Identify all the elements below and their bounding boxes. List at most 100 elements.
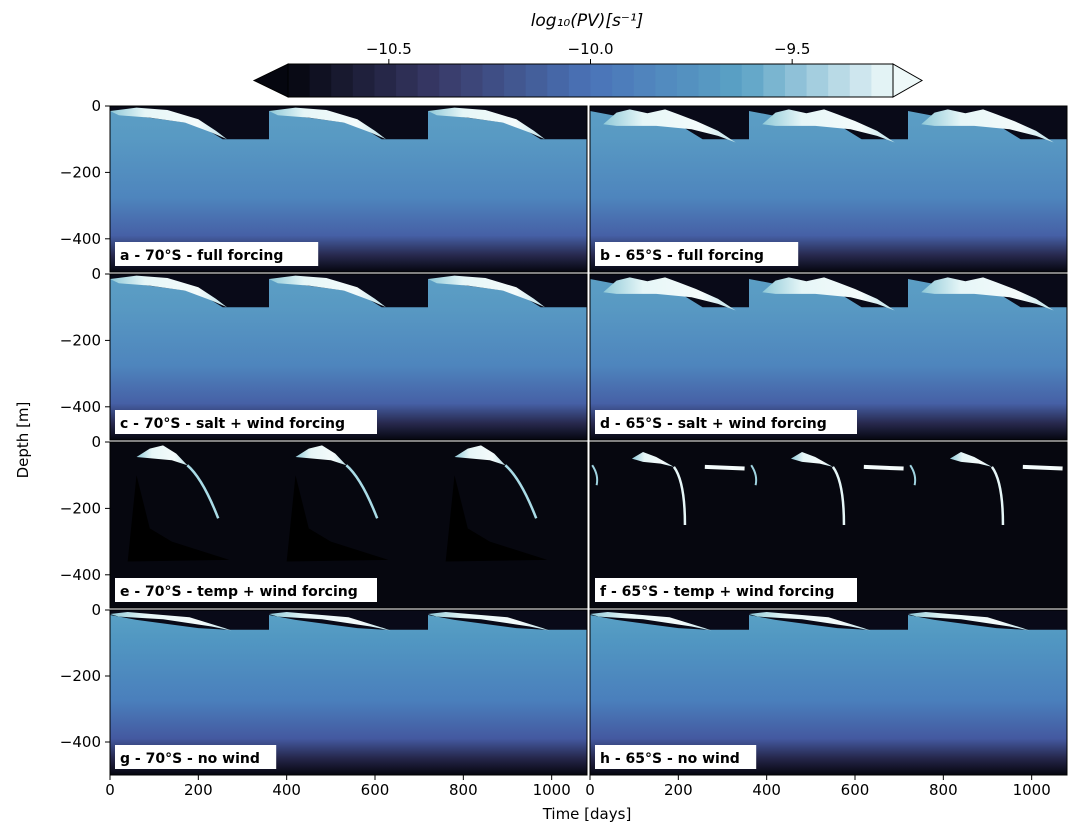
panel-label-box <box>115 578 377 602</box>
y-tick-label: −200 <box>60 667 101 685</box>
x-tick-label: 600 <box>841 781 870 799</box>
x-tick-label: 1000 <box>533 781 571 799</box>
colorbar-bin <box>374 64 397 97</box>
x-tick-label: 800 <box>929 781 958 799</box>
colorbar-bin <box>633 64 656 97</box>
panel-frame <box>589 105 1068 273</box>
pv-plume <box>428 611 550 631</box>
pv-plume <box>762 277 895 311</box>
pv-streak <box>990 466 1005 526</box>
colorbar-tick-label: −10.0 <box>568 40 614 58</box>
colorbar-bin <box>352 64 376 97</box>
colorbar-bin <box>504 64 527 97</box>
panel-label: a - 70°S - full forcing <box>115 242 319 266</box>
pv-streak <box>504 464 538 519</box>
panel-label-box <box>115 410 377 434</box>
y-tick-label: −200 <box>60 499 101 517</box>
panel-frame <box>109 105 588 273</box>
panel-label-box <box>115 745 277 769</box>
y-tick-label: −400 <box>60 398 101 416</box>
y-tick-label: 0 <box>91 433 101 451</box>
pv-plume <box>428 275 546 308</box>
panel-h: h - 65°S - no wind <box>589 609 1074 776</box>
panel-label: f - 65°S - temp + wind forcing <box>595 578 857 602</box>
pv-plume <box>762 109 895 143</box>
y-tick-label: −200 <box>60 163 101 181</box>
colorbar-bin <box>741 64 764 97</box>
panel-label: c - 70°S - salt + wind forcing <box>115 410 377 434</box>
x-axis: 0 200 400 600 800 1000 0 200 400 600 800 1000 <box>105 775 1051 799</box>
panel-g: g - 70°S - no wind <box>109 609 588 776</box>
colorbar-bin <box>417 64 440 97</box>
x-tick-label: 0 <box>585 781 595 799</box>
colorbar-bin <box>720 64 743 97</box>
panel-f: f - 65°S - temp + wind forcing <box>589 441 1068 609</box>
x-axis-label: Time [days] <box>542 805 632 823</box>
colorbar-bin <box>763 64 786 97</box>
x-tick-label: 800 <box>449 781 478 799</box>
x-tick-label: 400 <box>752 781 781 799</box>
colorbar-bin <box>676 64 700 97</box>
low-pv-region <box>445 475 548 562</box>
panel-label-text: h - 65°S - no wind <box>600 751 740 767</box>
pv-plume <box>110 611 232 631</box>
panel-label-box <box>595 410 857 434</box>
y-tick-label: −400 <box>60 230 101 248</box>
panel-d: d - 65°S - salt + wind forcing <box>589 273 1068 441</box>
panel-label-box <box>595 578 857 602</box>
panel-label-text: a - 70°S - full forcing <box>120 248 283 264</box>
panel-frame <box>109 609 588 776</box>
panel-label: h - 65°S - no wind <box>595 745 757 769</box>
colorbar-bin <box>849 64 872 97</box>
colorbar-bin <box>698 64 721 97</box>
pv-plume <box>603 277 736 311</box>
pv-plume <box>269 611 391 631</box>
pv-streak <box>750 464 758 486</box>
colorbar-tick-label: −9.5 <box>774 40 810 58</box>
pv-plume <box>1067 612 1074 630</box>
panel-frame <box>589 273 1068 441</box>
pv-plume <box>921 109 1054 143</box>
pv-plume <box>949 451 992 467</box>
pv-streak <box>831 466 846 526</box>
y-tick-label: −400 <box>60 733 101 751</box>
pv-plume <box>110 107 228 140</box>
colorbar-bin <box>525 64 548 97</box>
panel-frame <box>589 441 1068 609</box>
x-tick-label: 0 <box>105 781 115 799</box>
pv-plume <box>921 277 1054 311</box>
pv-plume <box>908 611 1030 631</box>
pv-streak <box>909 464 917 486</box>
colorbar-bin <box>482 64 505 97</box>
colorbar-bin <box>331 64 354 97</box>
colorbar: −10.5 −10.0 −9.5 <box>252 40 924 98</box>
pv-streak <box>345 464 379 519</box>
panel-frame <box>109 273 588 441</box>
y-tick-label: −200 <box>60 331 101 349</box>
panel-label-text: b - 65°S - full forcing <box>600 248 764 264</box>
panel-label: g - 70°S - no wind <box>115 745 277 769</box>
colorbar-bin <box>568 64 592 97</box>
pv-streak <box>591 464 599 486</box>
pv-plume <box>603 109 736 143</box>
pv-streak <box>186 464 220 519</box>
panel-label: e - 70°S - temp + wind forcing <box>115 578 377 602</box>
panel-label-text: d - 65°S - salt + wind forcing <box>600 416 827 432</box>
colorbar-bin <box>439 64 462 97</box>
colorbar-bin <box>784 64 808 97</box>
colorbar-bin <box>460 64 484 97</box>
panel-c: c - 70°S - salt + wind forcing <box>109 273 588 441</box>
panel-e: e - 70°S - temp + wind forcing <box>109 441 588 609</box>
panel-frame <box>109 441 588 609</box>
y-tick-label: 0 <box>91 265 101 283</box>
colorbar-tick-label: −10.5 <box>366 40 412 58</box>
x-tick-label: 400 <box>272 781 301 799</box>
colorbar-bin <box>547 64 570 97</box>
colorbar-bin <box>612 64 635 97</box>
colorbar-label: log₁₀(PV)[s⁻¹] <box>531 11 644 31</box>
panel-label-text: c - 70°S - salt + wind forcing <box>120 416 345 432</box>
panel-a: a - 70°S - full forcing <box>109 105 588 273</box>
colorbar-bin <box>590 64 613 97</box>
colorbar-bin <box>288 64 311 97</box>
